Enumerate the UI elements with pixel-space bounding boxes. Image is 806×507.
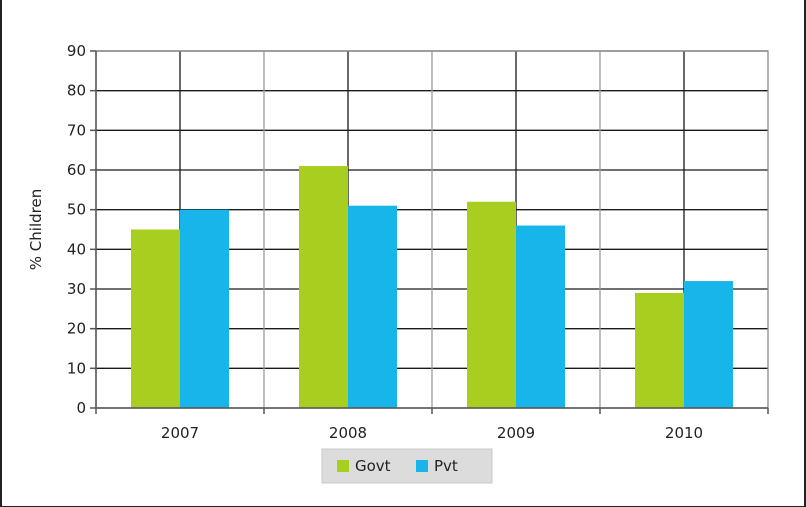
- x-tick-label: 2008: [329, 424, 367, 442]
- y-tick-label: 70: [67, 121, 86, 139]
- legend-swatch-govt: [337, 460, 349, 472]
- y-axis-title: % Children: [27, 189, 45, 270]
- y-tick-label: 20: [67, 320, 86, 338]
- bar-pvt-2007: [180, 209, 229, 408]
- bar-govt-2009: [467, 201, 516, 408]
- y-tick-label: 60: [67, 161, 86, 179]
- x-tick-label: 2007: [161, 424, 199, 442]
- legend: [321, 448, 493, 484]
- y-tick-label: 50: [67, 201, 86, 219]
- legend-label-govt: Govt: [355, 457, 391, 475]
- legend-swatch-pvt: [416, 460, 428, 472]
- y-tick-label: 40: [67, 240, 86, 258]
- bar-pvt-2009: [516, 225, 565, 408]
- bar-pvt-2010: [684, 281, 733, 408]
- x-tick-label: 2009: [497, 424, 535, 442]
- x-tick-label: 2010: [665, 424, 703, 442]
- y-tick-label: 0: [76, 399, 86, 417]
- bar-govt-2008: [299, 166, 348, 408]
- bar-govt-2007: [131, 229, 180, 408]
- y-tick-label: 80: [67, 82, 86, 100]
- bar-pvt-2008: [348, 205, 397, 408]
- y-tick-label: 10: [67, 359, 86, 377]
- legend-label-pvt: Pvt: [434, 457, 458, 475]
- bar-govt-2010: [635, 292, 684, 408]
- y-tick-label: 90: [67, 42, 86, 60]
- y-tick-label: 30: [67, 280, 86, 298]
